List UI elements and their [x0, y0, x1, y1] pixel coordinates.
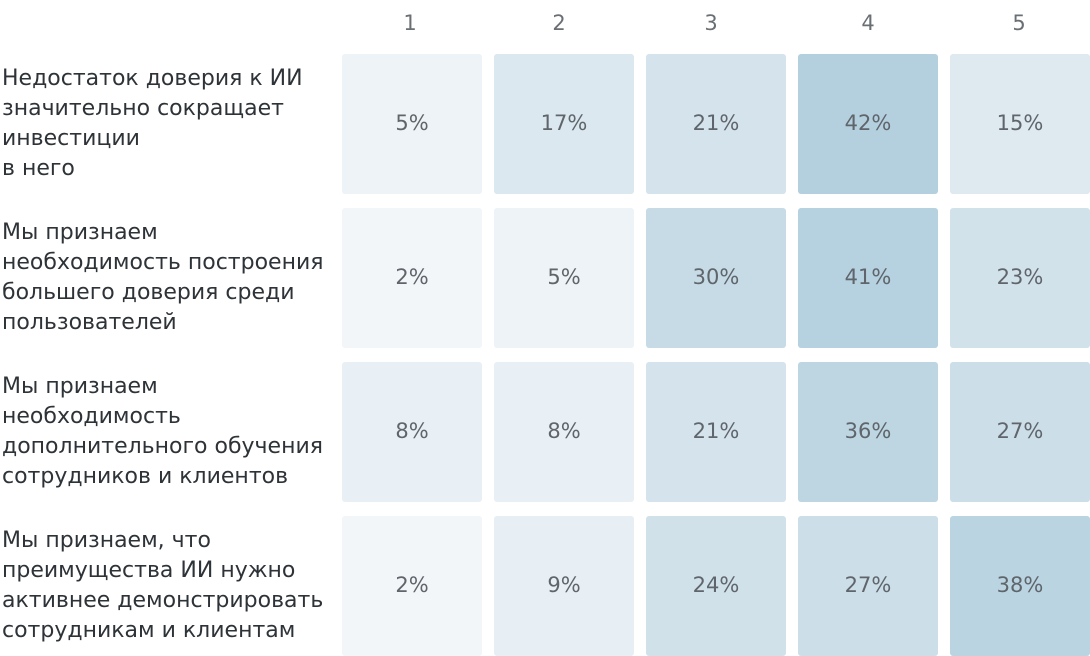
row-label-line: Недостаток доверия к ИИ — [2, 66, 303, 91]
cell-value-label: 27% — [997, 419, 1044, 443]
heatmap-cell — [950, 208, 1090, 348]
cell-value-label: 36% — [845, 419, 892, 443]
cell-value-label: 30% — [693, 265, 740, 289]
cell-value-label: 24% — [693, 573, 740, 597]
cell-value-label: 8% — [547, 419, 580, 443]
heatmap-cell — [798, 208, 938, 348]
cell-value-label: 38% — [997, 573, 1044, 597]
cell-value-label: 17% — [541, 111, 588, 135]
row-label-line: преимущества ИИ нужно — [2, 558, 295, 583]
row-label-line: Мы признаем — [2, 374, 158, 399]
column-label-4: 4 — [861, 11, 874, 35]
cell-value-label: 27% — [845, 573, 892, 597]
row-label-2: Мы признаем необходимость построения больш… — [2, 220, 324, 335]
column-label-2: 2 — [552, 11, 565, 35]
column-labels: 1 2 3 4 5 — [403, 11, 1025, 35]
row-label-line: значительно сокращает — [2, 96, 284, 121]
row-label-line: инвестиции — [2, 126, 140, 151]
heatmap-cell — [494, 516, 634, 656]
column-label-5: 5 — [1012, 11, 1025, 35]
heatmap-cell — [494, 54, 634, 194]
row-label-line: Мы признаем — [2, 220, 158, 245]
cell-value-label: 2% — [395, 573, 428, 597]
cell-value-label: 2% — [395, 265, 428, 289]
row-label-line: необходимость построения — [2, 250, 324, 275]
cell-value-label: 21% — [693, 419, 740, 443]
heatmap-cell — [646, 516, 786, 656]
row-label-3: Мы признаем необходимость дополнительного … — [2, 374, 323, 489]
column-label-1: 1 — [403, 11, 416, 35]
row-labels: Недостаток доверия к ИИ значительно сокра… — [2, 66, 324, 643]
cell-value-label: 9% — [547, 573, 580, 597]
heatmap-cell — [950, 362, 1090, 502]
heatmap-cell — [646, 362, 786, 502]
column-label-3: 3 — [704, 11, 717, 35]
heatmap-cells: 5% 17% 21% 42% 15% 2% 5% 30% 41% 23% 8% 8% 21% 36% 27%… — [342, 54, 1090, 656]
row-label-1: Недостаток доверия к ИИ значительно сокра… — [2, 66, 303, 181]
row-label-line: большего доверия среди — [2, 280, 295, 305]
cell-value-label: 5% — [547, 265, 580, 289]
heatmap-cell — [342, 208, 482, 348]
heatmap-cell — [646, 208, 786, 348]
row-label-line: сотрудникам и клиентам — [2, 618, 295, 643]
cell-value-label: 42% — [845, 111, 892, 135]
heatmap-cell — [342, 362, 482, 502]
heatmap-cell — [494, 362, 634, 502]
heatmap-cell — [950, 54, 1090, 194]
row-label-4: Мы признаем, что преимущества ИИ нужно акт… — [2, 528, 323, 643]
heatmap-cell — [798, 516, 938, 656]
heatmap-cell — [342, 516, 482, 656]
row-label-line: в него — [2, 156, 75, 181]
row-label-line: Мы признаем, что — [2, 528, 211, 553]
cell-value-label: 21% — [693, 111, 740, 135]
cell-value-label: 5% — [395, 111, 428, 135]
row-label-line: сотрудников и клиентов — [2, 464, 288, 489]
heatmap-cell — [646, 54, 786, 194]
heatmap-cell — [798, 362, 938, 502]
row-label-line: дополнительного обучения — [2, 434, 323, 459]
cell-value-label: 41% — [845, 265, 892, 289]
row-label-line: пользователей — [2, 310, 177, 335]
heatmap-cell — [494, 208, 634, 348]
cell-value-label: 23% — [997, 265, 1044, 289]
row-label-line: активнее демонстрировать — [2, 588, 323, 613]
cell-value-label: 15% — [997, 111, 1044, 135]
heatmap-cell — [798, 54, 938, 194]
heatmap-cell — [950, 516, 1090, 656]
row-label-line: необходимость — [2, 404, 181, 429]
heatmap-cell — [342, 54, 482, 194]
cell-value-label: 8% — [395, 419, 428, 443]
